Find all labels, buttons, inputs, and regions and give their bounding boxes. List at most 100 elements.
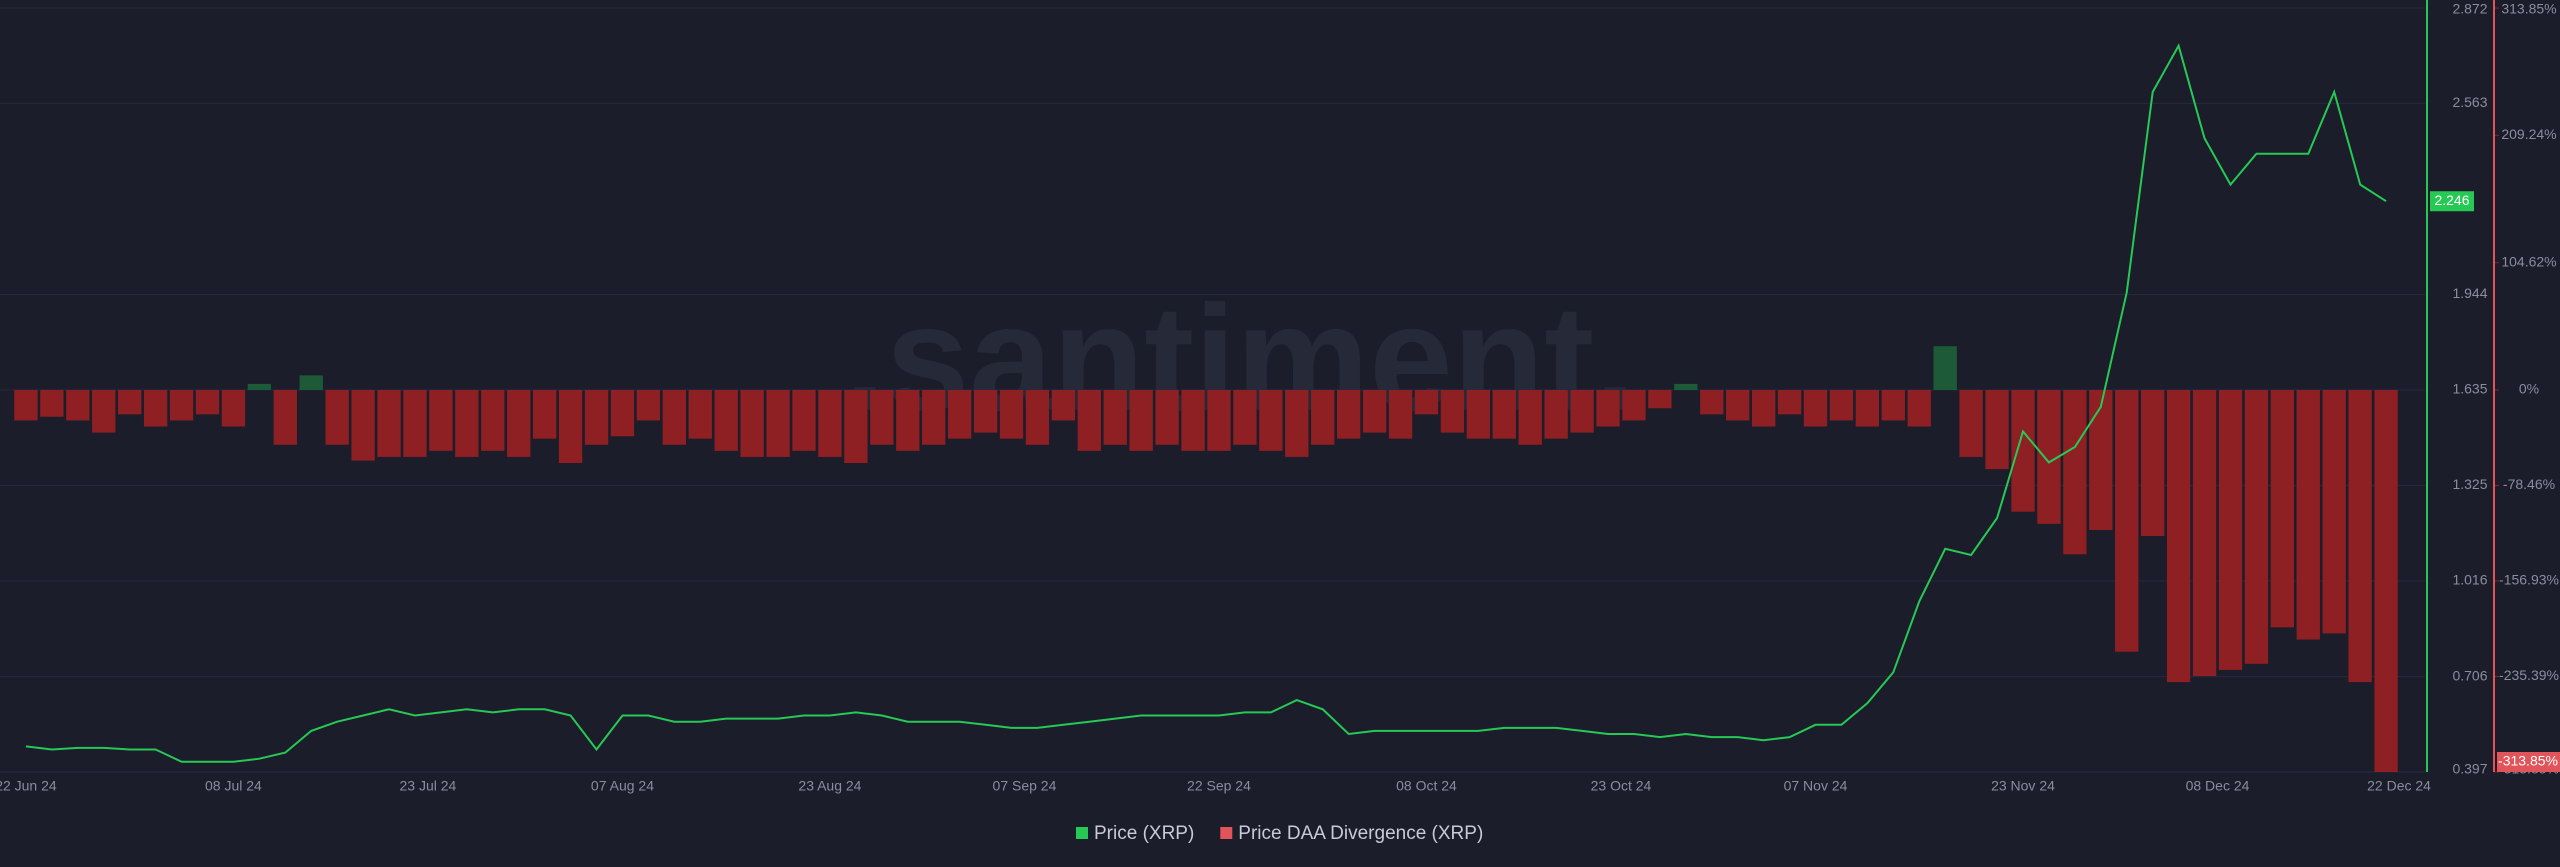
bar bbox=[429, 390, 453, 451]
bar bbox=[558, 390, 583, 464]
bar bbox=[169, 390, 194, 421]
y2-tick-label: 209.24% bbox=[2501, 126, 2556, 142]
bar bbox=[403, 390, 427, 457]
bar bbox=[2037, 390, 2061, 524]
bar bbox=[2218, 390, 2243, 670]
bar bbox=[455, 390, 479, 457]
bar bbox=[299, 375, 323, 390]
bar bbox=[1648, 390, 1672, 409]
bar bbox=[1518, 390, 1542, 445]
bar bbox=[766, 390, 790, 457]
x-tick-label: 07 Nov 24 bbox=[1784, 778, 1848, 794]
bar bbox=[1492, 390, 1516, 439]
y2-tick-label: 0% bbox=[2519, 381, 2539, 397]
last-price-badge bbox=[2430, 191, 2474, 212]
legend-swatch bbox=[1076, 827, 1088, 839]
bar bbox=[1466, 390, 1491, 439]
bar bbox=[507, 390, 531, 457]
bar bbox=[1207, 390, 1231, 451]
y2-tick-label: 313.85% bbox=[2501, 1, 2556, 17]
x-tick-label: 23 Nov 24 bbox=[1991, 778, 2055, 794]
bar bbox=[532, 390, 557, 439]
legend-label: Price DAA Divergence (XRP) bbox=[1238, 823, 1483, 844]
x-tick-label: 22 Dec 24 bbox=[2367, 778, 2431, 794]
x-tick-label: 22 Sep 24 bbox=[1187, 778, 1251, 794]
bar bbox=[1777, 390, 1802, 415]
x-tick-label: 08 Jul 24 bbox=[205, 778, 262, 794]
bar bbox=[1907, 390, 1931, 427]
bar bbox=[221, 390, 246, 427]
bar bbox=[714, 390, 738, 451]
y2-tick-label: -156.93% bbox=[2499, 572, 2559, 588]
y-tick-label: 1.635 bbox=[2452, 381, 2487, 397]
bar bbox=[2348, 390, 2372, 683]
bar bbox=[1803, 390, 1828, 427]
bar bbox=[1259, 390, 1283, 451]
bar bbox=[922, 390, 946, 445]
bar bbox=[947, 390, 972, 439]
bar bbox=[1855, 390, 1880, 427]
bar bbox=[2089, 390, 2113, 530]
bar bbox=[844, 390, 868, 464]
x-tick-label: 08 Dec 24 bbox=[2186, 778, 2250, 794]
y-tick-label: 1.944 bbox=[2452, 285, 2487, 301]
y-tick-label: 2.563 bbox=[2452, 94, 2487, 110]
bar bbox=[1674, 383, 1698, 390]
bar bbox=[1336, 390, 1361, 439]
bar bbox=[118, 390, 142, 415]
bar bbox=[195, 390, 220, 415]
bar bbox=[2166, 390, 2191, 683]
bar bbox=[1544, 390, 1568, 439]
bar bbox=[1051, 390, 1076, 421]
bar bbox=[896, 390, 920, 451]
bar bbox=[818, 390, 842, 457]
bar bbox=[2115, 390, 2139, 652]
bar bbox=[2244, 390, 2269, 664]
bar bbox=[2141, 390, 2165, 537]
bar bbox=[973, 390, 998, 433]
bar bbox=[1155, 390, 1179, 445]
bar bbox=[247, 383, 272, 390]
y-tick-label: 2.872 bbox=[2452, 1, 2487, 17]
y-tick-label: 1.016 bbox=[2452, 572, 2487, 588]
bar bbox=[1726, 390, 1750, 421]
bar bbox=[584, 390, 609, 445]
y2-tick-label: 104.62% bbox=[2501, 253, 2556, 269]
bar bbox=[1025, 390, 1050, 445]
x-tick-label: 07 Sep 24 bbox=[993, 778, 1057, 794]
y-tick-label: 1.325 bbox=[2452, 476, 2487, 492]
x-tick-label: 23 Jul 24 bbox=[400, 778, 457, 794]
last-divergence-label: -313.85% bbox=[2498, 753, 2558, 769]
y-tick-label: 0.397 bbox=[2452, 761, 2487, 777]
last-divergence-badge bbox=[2497, 752, 2560, 772]
bar bbox=[1362, 390, 1387, 433]
bar bbox=[66, 390, 90, 421]
bar bbox=[1103, 390, 1127, 445]
x-tick-label: 22 Jun 24 bbox=[0, 778, 57, 794]
bar bbox=[377, 390, 401, 457]
x-tick-label: 08 Oct 24 bbox=[1396, 778, 1457, 794]
bar bbox=[870, 390, 894, 445]
bar bbox=[2374, 390, 2398, 772]
bar bbox=[1181, 390, 1205, 451]
x-tick-label: 07 Aug 24 bbox=[591, 778, 654, 794]
bar bbox=[1440, 390, 1465, 433]
y2-tick-label: -235.39% bbox=[2499, 667, 2559, 683]
bar bbox=[1959, 390, 1983, 457]
bar bbox=[610, 390, 635, 437]
bar bbox=[688, 390, 712, 439]
bar bbox=[1596, 390, 1620, 427]
bar bbox=[40, 390, 64, 417]
y2-tick-label: -78.46% bbox=[2503, 476, 2555, 492]
bar bbox=[2296, 390, 2320, 640]
bar bbox=[740, 390, 764, 457]
bar bbox=[1881, 390, 1905, 421]
legend-swatch bbox=[1220, 827, 1233, 839]
legend-item: Price (XRP) bbox=[1076, 823, 1194, 844]
bar bbox=[1700, 390, 1724, 415]
price-line bbox=[25, 43, 2387, 763]
last-price-label: 2.246 bbox=[2434, 192, 2469, 208]
bar bbox=[1622, 390, 1646, 421]
bar bbox=[2192, 390, 2217, 677]
